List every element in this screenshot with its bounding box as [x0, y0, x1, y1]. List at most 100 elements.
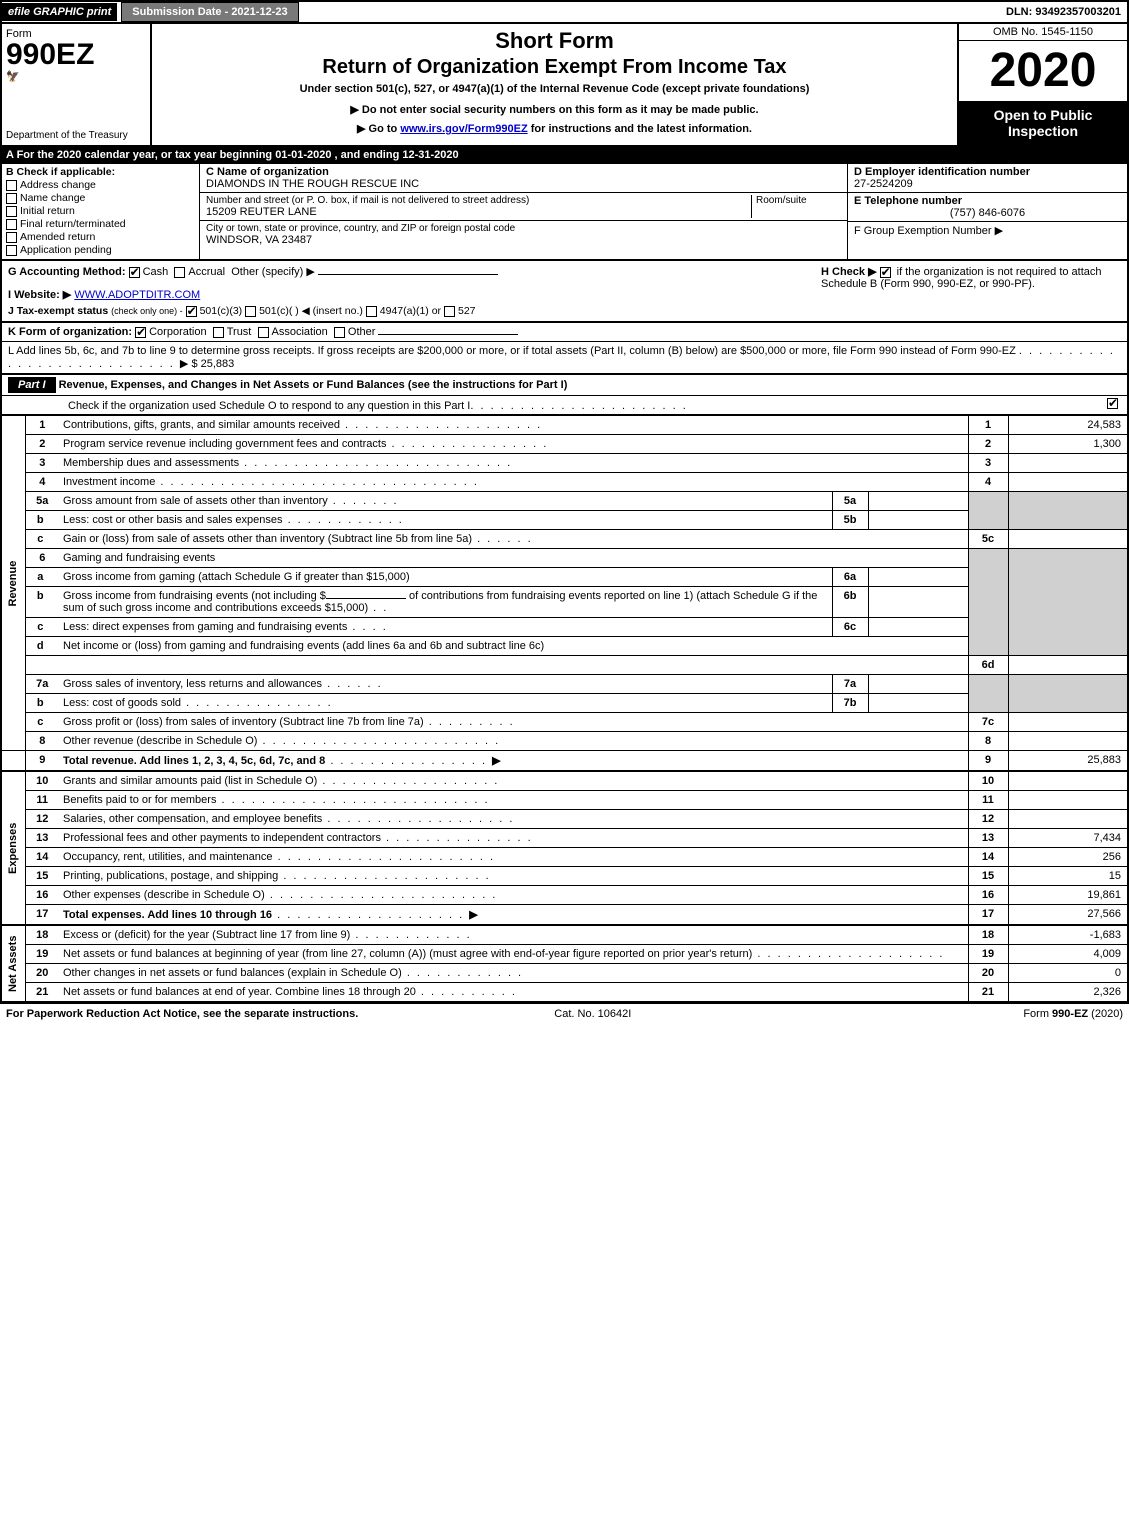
mid-val [868, 618, 968, 637]
line-val: 15 [1008, 867, 1128, 886]
line-desc: Gain or (loss) from sale of assets other… [63, 533, 472, 545]
line-desc: Less: cost or other basis and sales expe… [63, 514, 283, 526]
j-tax-exempt-row: J Tax-exempt status (check only one) - 5… [8, 305, 809, 317]
i-label: I Website: ▶ [8, 289, 71, 301]
checkbox-initial-return[interactable]: Initial return [6, 205, 195, 217]
line-num: 6 [25, 549, 59, 568]
checkbox-address-change[interactable]: Address change [6, 179, 195, 191]
table-row: 15 Printing, publications, postage, and s… [1, 867, 1128, 886]
line-desc: Total expenses. Add lines 10 through 16 [63, 909, 272, 921]
checkbox-501c3[interactable] [186, 306, 197, 317]
checkbox-accrual[interactable] [174, 267, 185, 278]
table-row: 13Professional fees and other payments t… [1, 829, 1128, 848]
irs-link[interactable]: www.irs.gov/Form990EZ [400, 123, 527, 135]
checkbox-other-org[interactable] [334, 327, 345, 338]
table-row: bLess: cost or other basis and sales exp… [1, 511, 1128, 530]
checkbox-final-return[interactable]: Final return/terminated [6, 218, 195, 230]
line-val: 1,300 [1008, 435, 1128, 454]
ssn-warning: ▶ Do not enter social security numbers o… [160, 103, 949, 116]
shaded-cell [1008, 549, 1128, 656]
room-suite-label: Room/suite [751, 195, 841, 218]
shaded-cell [1008, 492, 1128, 530]
f-group-exemption: F Group Exemption Number ▶ [854, 224, 1121, 237]
shaded-cell [1008, 675, 1128, 713]
organization-name: DIAMONDS IN THE ROUGH RESCUE INC [206, 178, 419, 190]
line-box: 15 [968, 867, 1008, 886]
website-link[interactable]: WWW.ADOPTDITR.COM [74, 289, 200, 301]
other-org-input[interactable] [378, 334, 518, 335]
line-desc: Salaries, other compensation, and employ… [63, 813, 322, 825]
open-to-public: Open to Public Inspection [959, 101, 1127, 145]
mid-val [868, 511, 968, 530]
blank-amount-input[interactable] [326, 598, 406, 599]
city-state-zip: WINDSOR, VA 23487 [206, 234, 515, 246]
checkbox-4947[interactable] [366, 306, 377, 317]
checkbox-corporation[interactable] [135, 327, 146, 338]
table-row: aGross income from gaming (attach Schedu… [1, 568, 1128, 587]
section-c: C Name of organization DIAMONDS IN THE R… [200, 164, 847, 259]
l-amount-prefix: ▶ $ [180, 358, 201, 370]
goto-line: ▶ Go to www.irs.gov/Form990EZ for instru… [160, 122, 949, 135]
checkbox-application-pending[interactable]: Application pending [6, 244, 195, 256]
line-box: 6d [968, 656, 1008, 675]
line-desc: Gross sales of inventory, less returns a… [63, 678, 322, 690]
section-gh: G Accounting Method: Cash Accrual Other … [0, 261, 1129, 323]
checkbox-schedule-o[interactable] [1107, 398, 1118, 409]
netassets-vlabel: Net Assets [1, 925, 25, 1002]
line-val: -1,683 [1008, 925, 1128, 945]
line-val: 4,009 [1008, 945, 1128, 964]
line-num: 3 [25, 454, 59, 473]
checkbox-name-change[interactable]: Name change [6, 192, 195, 204]
checkbox-501c[interactable] [245, 306, 256, 317]
submission-date-button[interactable]: Submission Date - 2021-12-23 [121, 2, 298, 22]
line-box: 7c [968, 713, 1008, 732]
other-specify-input[interactable] [318, 274, 498, 275]
checkbox-h[interactable] [880, 267, 891, 278]
line-val [1008, 791, 1128, 810]
line-desc: Net income or (loss) from gaming and fun… [63, 640, 544, 652]
line-box: 2 [968, 435, 1008, 454]
line-num: 18 [25, 925, 59, 945]
line-val: 2,326 [1008, 983, 1128, 1003]
shaded-cell [968, 492, 1008, 530]
opt-corporation: Corporation [149, 326, 206, 338]
form-header: Form 990EZ 🦅 Department of the Treasury … [0, 24, 1129, 147]
opt-501c: 501(c)( ) ◀ (insert no.) [259, 305, 363, 317]
line-num: 15 [25, 867, 59, 886]
checkbox-527[interactable] [444, 306, 455, 317]
line-val [1008, 810, 1128, 829]
opt-accrual: Accrual [188, 266, 225, 278]
table-row: cGain or (loss) from sale of assets othe… [1, 530, 1128, 549]
line-box: 12 [968, 810, 1008, 829]
checkbox-amended-return[interactable]: Amended return [6, 231, 195, 243]
street-label: Number and street (or P. O. box, if mail… [206, 195, 751, 206]
checkbox-association[interactable] [258, 327, 269, 338]
line-num: c [25, 618, 59, 637]
table-row: 3Membership dues and assessments . . . .… [1, 454, 1128, 473]
line-box: 8 [968, 732, 1008, 751]
line-desc: Printing, publications, postage, and shi… [63, 870, 278, 882]
line-desc: Gross amount from sale of assets other t… [63, 495, 328, 507]
part-1-title: Revenue, Expenses, and Changes in Net As… [59, 379, 568, 391]
line-num: 10 [25, 771, 59, 791]
table-row: Net Assets 18Excess or (deficit) for the… [1, 925, 1128, 945]
g-label: G Accounting Method: [8, 266, 126, 278]
opt-amended-return: Amended return [20, 231, 95, 243]
line-desc: Gross income from fundraising events (no… [63, 590, 326, 602]
line-val: 24,583 [1008, 416, 1128, 435]
table-row: 20Other changes in net assets or fund ba… [1, 964, 1128, 983]
line-val: 256 [1008, 848, 1128, 867]
line-box: 18 [968, 925, 1008, 945]
table-row: 8Other revenue (describe in Schedule O) … [1, 732, 1128, 751]
j-small: (check only one) - [111, 306, 183, 316]
checkbox-cash[interactable] [129, 267, 140, 278]
arrow-icon: ▶ [492, 755, 500, 767]
line-num: b [25, 587, 59, 618]
line-val: 7,434 [1008, 829, 1128, 848]
table-row: 14Occupancy, rent, utilities, and mainte… [1, 848, 1128, 867]
checkbox-trust[interactable] [213, 327, 224, 338]
line-box: 13 [968, 829, 1008, 848]
l-amount: 25,883 [201, 358, 235, 370]
line-box: 5c [968, 530, 1008, 549]
opt-527: 527 [458, 305, 476, 317]
